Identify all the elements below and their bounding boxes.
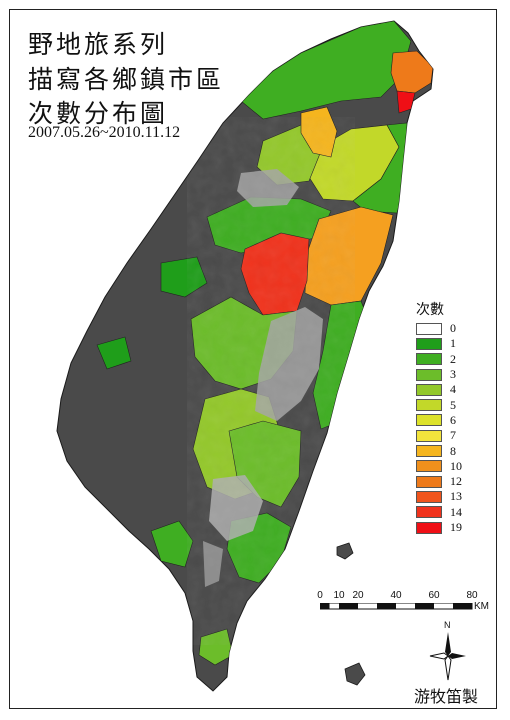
legend-label: 0 [450,321,456,336]
legend-swatch [416,368,442,381]
legend-item: 3 [416,367,462,382]
north-label: N [444,620,451,630]
map-title-line3: 次數分布圖 [28,99,169,128]
island-ludao [336,542,354,560]
map-title-line1: 野地旅系列 [28,30,169,59]
legend-item: 6 [416,413,462,428]
legend-item: 4 [416,382,462,397]
legend-label: 2 [450,351,456,366]
legend-rows: 0 1 2 3 4 5 6 7 8 10 12 13 14 19 [416,321,462,535]
scale-tick-label: 10 [333,590,345,601]
legend-swatch [416,521,442,534]
legend-swatch [416,383,442,396]
legend-label: 5 [450,397,456,412]
region-west-green-b [96,336,132,370]
legend-item: 8 [416,443,462,458]
legend-item: 13 [416,489,462,504]
legend-swatch [416,353,442,366]
taiwan-map [56,20,434,692]
scale-tick-label: 40 [390,590,402,601]
legend-label: 13 [450,489,462,504]
legend-item: 19 [416,520,462,535]
legend-label: 19 [450,520,462,534]
region-north-orange-small [300,106,338,158]
scale-tick-label: 20 [352,590,364,601]
scale-tick-label: 60 [428,590,440,601]
legend-swatch [416,475,442,488]
legend: 次數 0 1 2 3 4 5 6 7 8 10 12 13 14 19 [416,299,462,535]
region-northeast-red [390,50,433,94]
scale-tick-label: 80 [466,590,478,601]
legend-item: 0 [416,321,462,336]
region-west-green-a [160,256,208,298]
legend-swatch [416,399,442,412]
legend-label: 8 [450,443,456,458]
legend-label: 1 [450,336,456,351]
legend-swatch [416,506,442,519]
mountain-relief [201,161,341,601]
region-southtip-green [198,628,234,666]
legend-swatch [416,414,442,427]
legend-title: 次數 [416,302,444,318]
legend-item: 14 [416,505,462,520]
map-frame [9,9,497,709]
map-title-line2: 描寫各鄉鎮市區 [28,65,225,94]
legend-item: 5 [416,397,462,412]
scale-bar-graphic [320,603,473,610]
legend-swatch [416,490,442,503]
legend-label: 3 [450,367,456,382]
legend-swatch [416,322,442,335]
legend-label: 14 [450,504,462,519]
legend-item: 7 [416,428,462,443]
legend-label: 12 [450,474,462,489]
legend-item: 2 [416,352,462,367]
legend-swatch [416,460,442,473]
legend-label: 4 [450,382,456,397]
scale-unit: KM [474,601,489,612]
author-signature: 游牧笛製 [414,687,479,706]
legend-swatch [416,429,442,442]
legend-label: 7 [450,428,456,443]
legend-label: 6 [450,412,456,427]
legend-item: 10 [416,459,462,474]
island-lanyu [344,662,366,686]
legend-label: 10 [450,458,462,473]
date-range: 2007.05.26~2010.11.12 [28,124,181,141]
legend-swatch [416,337,442,350]
legend-item: 1 [416,336,462,351]
compass-rose-icon [429,632,466,681]
scale-tick-label: 0 [317,590,323,601]
region-southwest-green [150,520,194,568]
legend-swatch [416,445,442,458]
legend-item: 12 [416,474,462,489]
region-northeast-deepred [396,90,416,114]
